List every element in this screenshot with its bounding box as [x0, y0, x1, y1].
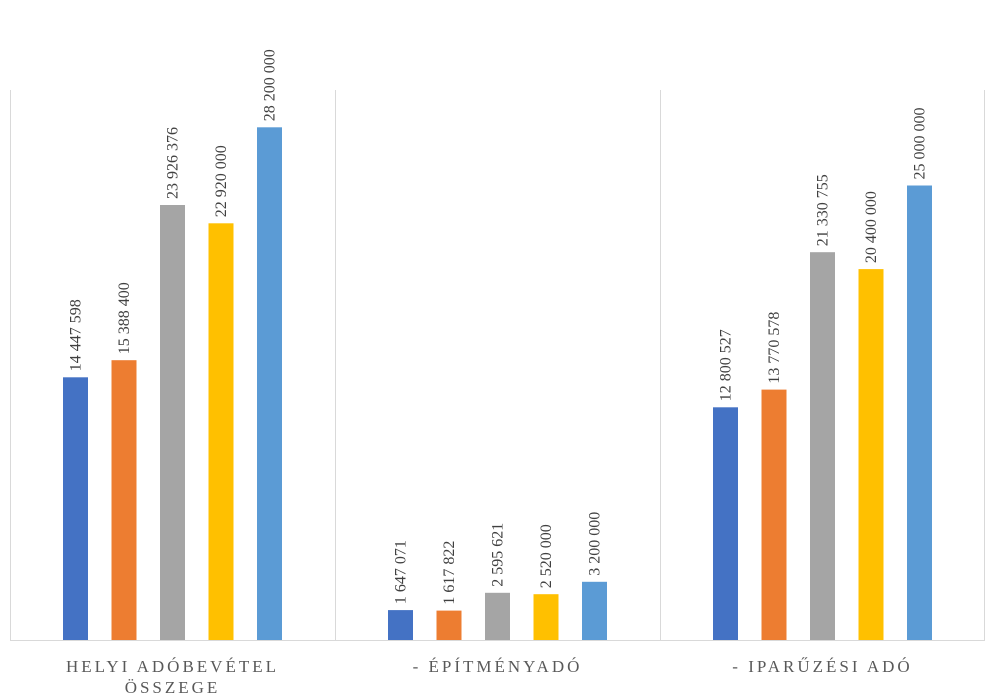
data-label: 2 520 000: [538, 524, 555, 588]
data-label: 1 617 822: [441, 541, 458, 605]
category-label: - ÉPÍTMÉNYADÓ: [413, 657, 583, 676]
bar: [533, 594, 559, 640]
bar: [713, 407, 738, 640]
bar: [582, 581, 607, 640]
bar: [257, 127, 282, 641]
bar: [436, 610, 462, 640]
data-label: 3 200 000: [587, 512, 604, 576]
data-label: 23 926 376: [165, 127, 182, 199]
bar: [388, 610, 413, 640]
bars-group: [63, 127, 932, 641]
data-label: 1 647 071: [393, 540, 410, 604]
data-label: 15 388 400: [116, 282, 133, 354]
data-label: 21 330 755: [815, 174, 832, 246]
bar: [208, 223, 234, 641]
data-label: 2 595 621: [490, 523, 507, 587]
category-label: HELYI ADÓBEVÉTEL: [66, 657, 279, 676]
bar: [160, 205, 185, 640]
data-label: 20 400 000: [863, 191, 880, 263]
bar: [810, 252, 835, 640]
category-label: ÖSSZEGE: [125, 678, 221, 697]
bar: [111, 360, 137, 640]
category-labels-group: HELYI ADÓBEVÉTEL ÖSSZEGE - ÉPÍTMÉNYADÓ - IP…: [66, 657, 912, 697]
data-label: 13 770 578: [766, 312, 783, 384]
data-label: 25 000 000: [912, 108, 929, 180]
bar: [485, 592, 510, 640]
bar: [63, 377, 88, 640]
category-label: - IPARŰZÉSI ADÓ: [732, 657, 912, 676]
data-label: 14 447 598: [68, 299, 85, 371]
data-label: 22 920 000: [213, 145, 230, 217]
value-labels-group: 14 447 598 15 388 400 23 926 376 22 920 000…: [68, 49, 929, 604]
data-label: 28 200 000: [262, 49, 279, 121]
bar: [858, 269, 884, 640]
bar: [761, 389, 787, 640]
bar: [907, 185, 932, 640]
data-label: 12 800 527: [718, 329, 735, 401]
